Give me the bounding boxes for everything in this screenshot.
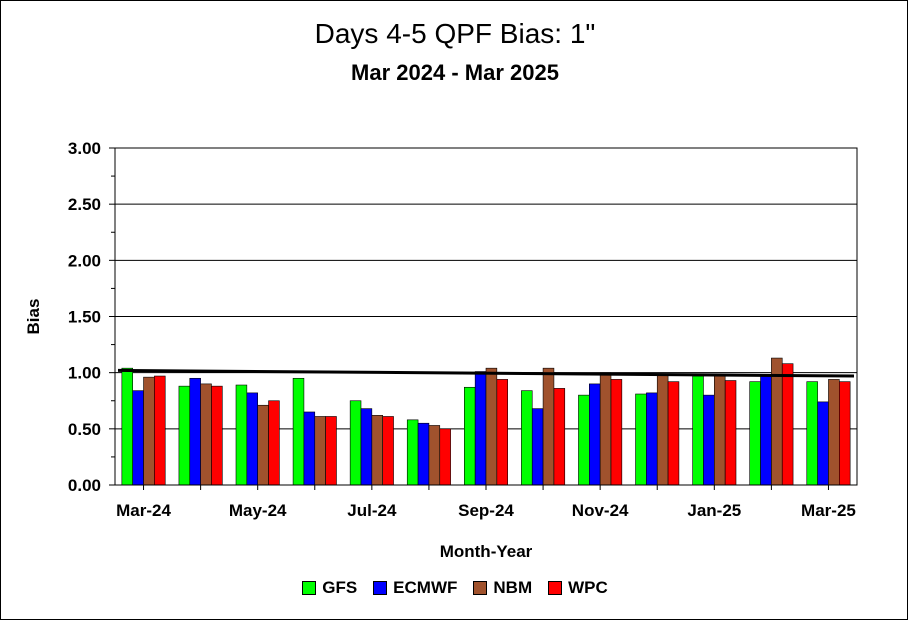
legend-item-nbm: NBM (473, 578, 532, 598)
trend-line (117, 368, 855, 378)
y-tick-label: 2.00 (68, 251, 101, 270)
x-axis-ticks: Mar-24 May-24 Jul-24 Sep-24 Nov-24 Jan-25 Mar-… (116, 485, 856, 520)
legend-item-gfs: GFS (302, 578, 357, 598)
bar-nbm-jan-25 (714, 374, 726, 486)
bars (121, 357, 851, 486)
bar-wpc-aug-24 (439, 428, 451, 486)
bar-gfs-feb-25 (749, 381, 761, 486)
bar-nbm-feb-25 (771, 357, 783, 486)
bar-gfs-apr-24 (178, 385, 191, 486)
y-tick-label: 3.00 (68, 139, 101, 158)
legend-swatch (302, 581, 317, 595)
legend-swatch (373, 581, 388, 595)
bar-ecmwf-jun-24 (303, 411, 316, 486)
bar-nbm-jun-24 (314, 416, 326, 486)
bar-gfs-nov-24 (578, 394, 590, 486)
bar-ecmwf-aug-24 (417, 422, 430, 486)
y-tick-label: 1.00 (68, 364, 101, 383)
legend-swatch (473, 581, 488, 595)
x-tick-label: Jan-25 (687, 501, 741, 520)
bar-gfs-mar-25 (806, 381, 818, 486)
bar-ecmwf-nov-24 (589, 383, 601, 486)
bar-wpc-mar-25 (839, 381, 851, 486)
x-tick-label: May-24 (229, 501, 287, 520)
bar-nbm-sep-24 (485, 367, 498, 486)
bar-wpc-sep-24 (496, 379, 508, 486)
legend-item-wpc: WPC (548, 578, 608, 598)
legend-item-ecmwf: ECMWF (373, 578, 457, 598)
bar-gfs-aug-24 (406, 419, 419, 486)
bar-gfs-may-24 (235, 384, 248, 486)
y-tick-label: 1.50 (68, 308, 101, 327)
bar-ecmwf-may-24 (246, 392, 258, 486)
bar-nbm-may-24 (257, 404, 269, 486)
bar-gfs-jan-25 (692, 375, 704, 486)
bar-wpc-dec-24 (667, 381, 680, 486)
bar-nbm-mar-24 (143, 376, 155, 486)
bar-gfs-sep-24 (464, 386, 476, 486)
bar-ecmwf-jan-25 (703, 394, 715, 486)
bar-nbm-oct-24 (542, 367, 555, 486)
bar-ecmwf-oct-24 (531, 408, 544, 486)
bar-gfs-mar-24 (121, 367, 133, 486)
bar-wpc-jun-24 (325, 416, 337, 486)
x-tick-label: Mar-24 (116, 501, 171, 520)
legend-label: WPC (568, 578, 608, 597)
bar-ecmwf-dec-24 (646, 392, 658, 486)
bar-ecmwf-sep-24 (474, 371, 487, 486)
bar-wpc-feb-25 (781, 363, 794, 486)
bar-gfs-oct-24 (521, 390, 533, 486)
bar-ecmwf-apr-24 (189, 377, 201, 486)
legend-swatch (548, 581, 563, 595)
bar-nbm-mar-25 (828, 379, 840, 486)
x-tick-label: Mar-25 (801, 501, 856, 520)
bar-gfs-jun-24 (292, 377, 305, 486)
x-tick-label: Jul-24 (347, 501, 397, 520)
bar-ecmwf-jul-24 (360, 408, 373, 486)
bar-nbm-jul-24 (371, 415, 383, 486)
y-axis-ticks: 0.00 0.50 1.00 1.50 2.00 2.50 3.00 (68, 139, 115, 495)
y-tick-label: 0.00 (68, 476, 101, 495)
y-tick-label: 2.50 (68, 195, 101, 214)
bar-nbm-dec-24 (656, 373, 669, 486)
bar-ecmwf-mar-25 (817, 401, 829, 486)
x-tick-label: Sep-24 (458, 501, 514, 520)
bar-nbm-nov-24 (599, 372, 612, 486)
x-tick-label: Nov-24 (572, 501, 629, 520)
bar-wpc-jul-24 (382, 416, 394, 486)
chart-title: Days 4-5 QPF Bias: 1" (314, 18, 596, 49)
bar-wpc-nov-24 (610, 379, 623, 486)
bar-nbm-aug-24 (428, 425, 441, 486)
x-axis-label: Month-Year (440, 542, 533, 561)
legend-label: GFS (322, 578, 358, 597)
bar-wpc-may-24 (268, 400, 280, 486)
legend: GFS ECMWF NBM WPC (0, 578, 910, 598)
bar-wpc-jan-25 (724, 380, 737, 486)
bar-gfs-jul-24 (349, 400, 362, 486)
bar-gfs-dec-24 (635, 393, 647, 486)
bar-nbm-apr-24 (200, 383, 212, 486)
bar-ecmwf-mar-24 (132, 390, 144, 486)
legend-label: ECMWF (393, 578, 458, 597)
y-axis-label: Bias (24, 299, 43, 335)
bar-ecmwf-feb-25 (760, 375, 772, 486)
chart-subtitle: Mar 2024 - Mar 2025 (351, 60, 559, 85)
bar-wpc-apr-24 (211, 385, 223, 486)
legend-label: NBM (493, 578, 533, 597)
bar-wpc-mar-24 (154, 375, 166, 486)
bar-wpc-oct-24 (553, 388, 566, 486)
y-tick-label: 0.50 (68, 420, 101, 439)
